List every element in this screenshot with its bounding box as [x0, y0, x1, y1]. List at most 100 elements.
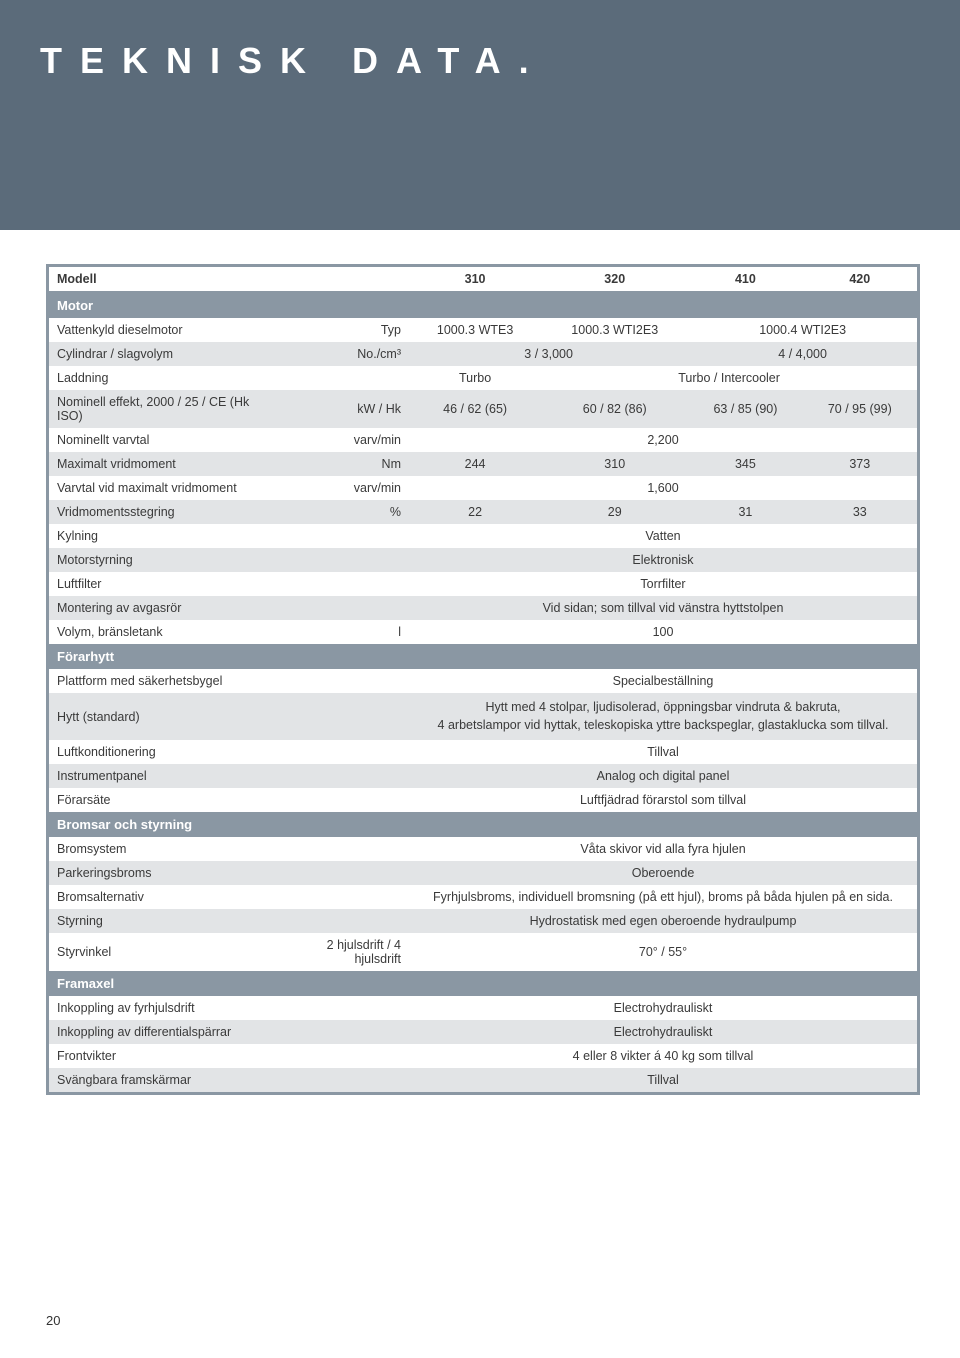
cell-unit [279, 1068, 409, 1092]
cell-value: 60 / 82 (86) [541, 390, 688, 428]
cell-unit [279, 909, 409, 933]
section-motor-label: Motor [49, 292, 917, 318]
cell-value: 29 [541, 500, 688, 524]
cell-label: Bromsystem [49, 837, 279, 861]
table-row: Kylning Vatten [49, 524, 917, 548]
cell-value: Hytt med 4 stolpar, ljudisolerad, öppnin… [409, 693, 917, 740]
cell-value: Turbo / Intercooler [541, 366, 917, 390]
table-row: Nominellt varvtal varv/min 2,200 [49, 428, 917, 452]
cell-label: Instrumentpanel [49, 764, 279, 788]
cell-label: Cylindrar / slagvolym [49, 342, 279, 366]
cell-value: Vid sidan; som tillval vid vänstra hytts… [409, 596, 917, 620]
header-410: 410 [688, 267, 802, 292]
table-row: Volym, bränsletank l 100 [49, 620, 917, 644]
cell-label: Inkoppling av fyrhjulsdrift [49, 996, 279, 1020]
cell-label: Montering av avgasrör [49, 596, 279, 620]
table-row: Inkoppling av fyrhjulsdrift Electrohydra… [49, 996, 917, 1020]
section-framaxel: Framaxel [49, 971, 917, 996]
cell-unit: varv/min [279, 428, 409, 452]
table-row: Frontvikter 4 eller 8 vikter á 40 kg som… [49, 1044, 917, 1068]
table-row: Inkoppling av differentialspärrar Electr… [49, 1020, 917, 1044]
table-row: Styrning Hydrostatisk med egen oberoende… [49, 909, 917, 933]
cell-unit [279, 693, 409, 740]
cell-unit [279, 837, 409, 861]
cell-value: 310 [541, 452, 688, 476]
cell-value: Turbo [409, 366, 541, 390]
cell-unit [279, 885, 409, 909]
cell-label: Luftfilter [49, 572, 279, 596]
section-motor: Motor [49, 292, 917, 318]
cell-value: 22 [409, 500, 541, 524]
cell-value: 373 [803, 452, 917, 476]
cell-label: Svängbara framskärmar [49, 1068, 279, 1092]
cell-value: 31 [688, 500, 802, 524]
cell-label: Maximalt vridmoment [49, 452, 279, 476]
cell-unit: Typ [279, 318, 409, 342]
cell-label: Plattform med säkerhetsbygel [49, 669, 279, 693]
table-row: Varvtal vid maximalt vridmoment varv/min… [49, 476, 917, 500]
cell-unit [279, 596, 409, 620]
cell-value: 63 / 85 (90) [688, 390, 802, 428]
cell-value: 4 / 4,000 [688, 342, 917, 366]
header-modell: Modell [49, 267, 279, 292]
cell-unit [279, 1044, 409, 1068]
content-area: Modell 310 320 410 420 Motor Vattenkyld … [0, 264, 960, 1095]
header-320: 320 [541, 267, 688, 292]
cell-value: Elektronisk [409, 548, 917, 572]
cell-label: Hytt (standard) [49, 693, 279, 740]
table-row: Vattenkyld dieselmotor Typ 1000.3 WTE3 1… [49, 318, 917, 342]
cell-value: Luftfjädrad förarstol som tillval [409, 788, 917, 812]
cell-label: Nominellt varvtal [49, 428, 279, 452]
section-bromsar: Bromsar och styrning [49, 812, 917, 837]
cell-unit [279, 1020, 409, 1044]
cell-label: Vridmomentsstegring [49, 500, 279, 524]
cell-value: Analog och digital panel [409, 764, 917, 788]
cell-label: Styrvinkel [49, 933, 279, 971]
cell-label: Styrning [49, 909, 279, 933]
cell-value: Oberoende [409, 861, 917, 885]
cell-value: 1,600 [409, 476, 917, 500]
cell-value: 3 / 3,000 [409, 342, 688, 366]
cell-value: 70° / 55° [409, 933, 917, 971]
cell-label: Kylning [49, 524, 279, 548]
table-row: Vridmomentsstegring % 22 29 31 33 [49, 500, 917, 524]
table-row: Cylindrar / slagvolym No./cm³ 3 / 3,000 … [49, 342, 917, 366]
cell-unit [279, 764, 409, 788]
table-row: Luftfilter Torrfilter [49, 572, 917, 596]
table-row: Förarsäte Luftfjädrad förarstol som till… [49, 788, 917, 812]
cell-label: Vattenkyld dieselmotor [49, 318, 279, 342]
section-forarhytt: Förarhytt [49, 644, 917, 669]
cell-value: 70 / 95 (99) [803, 390, 917, 428]
cell-label: Varvtal vid maximalt vridmoment [49, 476, 279, 500]
cell-value: Fyrhjulsbroms, individuell bromsning (på… [409, 885, 917, 909]
cell-value: Electrohydrauliskt [409, 996, 917, 1020]
table-row: Maximalt vridmoment Nm 244 310 345 373 [49, 452, 917, 476]
cell-value: Torrfilter [409, 572, 917, 596]
cell-unit [279, 669, 409, 693]
table-row: Parkeringsbroms Oberoende [49, 861, 917, 885]
cell-unit: Nm [279, 452, 409, 476]
cell-label: Nominell effekt, 2000 / 25 / CE (Hk ISO) [49, 390, 279, 428]
cell-unit: l [279, 620, 409, 644]
cell-value: Electrohydrauliskt [409, 1020, 917, 1044]
cell-unit [279, 548, 409, 572]
table-row: Nominell effekt, 2000 / 25 / CE (Hk ISO)… [49, 390, 917, 428]
cell-label: Inkoppling av differentialspärrar [49, 1020, 279, 1044]
cell-label: Bromsalternativ [49, 885, 279, 909]
cell-value: Tillval [409, 740, 917, 764]
cell-unit: % [279, 500, 409, 524]
spec-table: Modell 310 320 410 420 Motor Vattenkyld … [49, 267, 917, 1092]
cell-unit [279, 996, 409, 1020]
page-number: 20 [46, 1313, 60, 1328]
header-blank [279, 267, 409, 292]
spec-table-container: Modell 310 320 410 420 Motor Vattenkyld … [46, 264, 920, 1095]
page-title: TEKNISK DATA. [0, 28, 587, 94]
cell-value: 1000.3 WTE3 [409, 318, 541, 342]
table-row: Bromsalternativ Fyrhjulsbroms, individue… [49, 885, 917, 909]
cell-value: 46 / 62 (65) [409, 390, 541, 428]
header-band: TEKNISK DATA. [0, 0, 960, 230]
cell-value: 244 [409, 452, 541, 476]
table-row: Svängbara framskärmar Tillval [49, 1068, 917, 1092]
table-row: Plattform med säkerhetsbygel Specialbest… [49, 669, 917, 693]
table-row: Montering av avgasrör Vid sidan; som til… [49, 596, 917, 620]
